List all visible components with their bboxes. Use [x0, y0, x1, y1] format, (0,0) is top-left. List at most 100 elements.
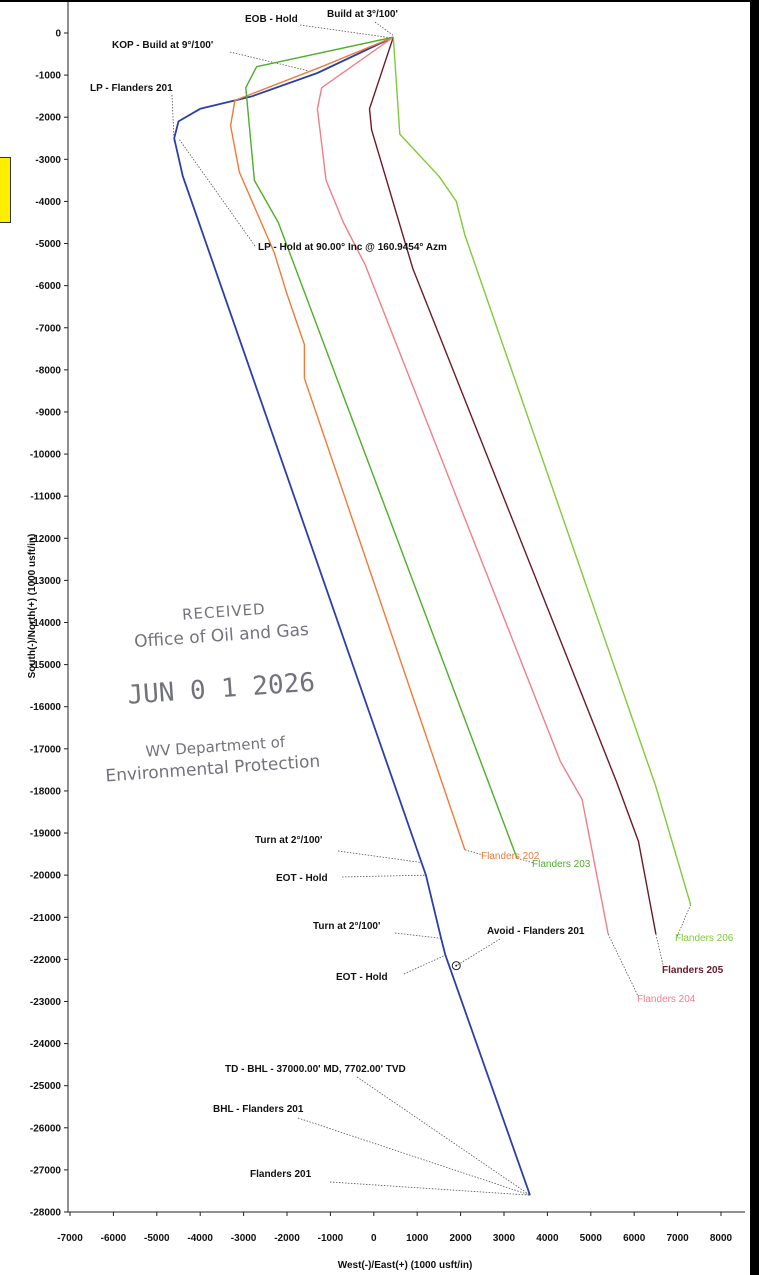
stamp-received: RECEIVED — [182, 600, 267, 624]
annotation-label: Build at 3°/100' — [327, 9, 398, 20]
x-tick-label: 8000 — [710, 1233, 733, 1244]
x-tick-label: -2000 — [274, 1233, 300, 1244]
y-tick-label: -11000 — [30, 492, 61, 503]
y-tick-label: -21000 — [30, 913, 62, 924]
series-end-label: Flanders 202 — [481, 851, 540, 862]
annotation-leader — [297, 1117, 531, 1196]
stamp-office: Office of Oil and Gas — [134, 620, 310, 652]
y-tick-label: -16000 — [30, 702, 62, 713]
annotation-label: Turn at 2°/100' — [255, 835, 322, 846]
annotation-label: Flanders 201 — [250, 1169, 312, 1180]
annotation-label: TD - BHL - 37000.00' MD, 7702.00' TVD — [225, 1064, 406, 1075]
annotation-leader — [229, 51, 309, 72]
y-tick-label: -1000 — [35, 71, 61, 82]
x-tick-label: 5000 — [580, 1233, 603, 1244]
y-tick-label: -10000 — [30, 450, 62, 461]
annotation-leader — [456, 938, 501, 967]
x-tick-label: 3000 — [493, 1233, 516, 1244]
avoid-marker-dot — [455, 964, 458, 967]
scan-border-top — [0, 0, 759, 2]
annotation-label: BHL - Flanders 201 — [213, 1104, 304, 1115]
annotation-leader — [374, 21, 394, 36]
y-tick-label: -7000 — [35, 323, 61, 334]
series-line-flanders-205 — [368, 36, 657, 935]
end-label-leader — [464, 849, 484, 856]
sticky-note-tab — [0, 157, 11, 223]
series-lines — [173, 36, 692, 1196]
annotation-leader — [329, 1181, 531, 1196]
y-tick-label: -20000 — [30, 871, 62, 882]
y-tick-label: -25000 — [30, 1081, 62, 1092]
x-tick-label: 6000 — [623, 1233, 646, 1244]
avoid-marker — [451, 961, 461, 971]
stamp-env: Environmental Protection — [105, 751, 321, 786]
received-stamp: RECEIVED Office of Oil and Gas JUN 0 1 2… — [105, 600, 321, 787]
annotation-label: EOT - Hold — [276, 873, 328, 884]
annotation-label: EOB - Hold — [245, 14, 298, 25]
annotation-leader — [171, 94, 175, 143]
y-tick-label: -18000 — [30, 786, 62, 797]
x-axis-ticks: -7000 -6000 -5000 -4000 -3000 -2000 -1000 0 1000… — [57, 1212, 733, 1244]
annotation-leaders — [171, 21, 691, 1196]
x-tick-label: 2000 — [449, 1233, 472, 1244]
annotation-label: LP - Hold at 90.00° Inc @ 160.9454° Azm — [258, 242, 447, 253]
annotation-leader — [337, 850, 422, 863]
y-tick-label: -22000 — [30, 955, 62, 966]
stamp-date: JUN 0 1 2026 — [127, 668, 316, 711]
annotation-label: LP - Flanders 201 — [90, 83, 173, 94]
annotations: EOB - Hold Build at 3°/100' KOP - Build at… — [90, 9, 585, 1180]
y-tick-label: -27000 — [30, 1165, 62, 1176]
y-tick-label: -4000 — [35, 197, 61, 208]
y-tick-label: 0 — [55, 29, 61, 40]
annotation-leader — [178, 138, 256, 247]
annotation-leader — [299, 24, 393, 39]
x-tick-label: -5000 — [144, 1233, 170, 1244]
x-tick-label: -4000 — [187, 1233, 213, 1244]
plot-frame — [67, 0, 745, 1213]
point-markers — [451, 961, 461, 971]
series-line-flanders-201 — [173, 36, 531, 1196]
y-tick-label: -12000 — [30, 534, 62, 545]
annotation-label: Avoid - Flanders 201 — [487, 926, 585, 937]
annotation-leader — [403, 954, 446, 975]
series-end-label: Flanders 204 — [637, 994, 696, 1005]
series-end-label: Flanders 206 — [675, 933, 734, 944]
y-tick-label: -17000 — [30, 744, 62, 755]
x-tick-label: -1000 — [318, 1233, 344, 1244]
end-label-leader — [607, 933, 640, 999]
y-tick-label: -14000 — [30, 618, 62, 629]
y-tick-label: -23000 — [30, 997, 62, 1008]
annotation-leader — [341, 874, 426, 878]
annotation-label: EOT - Hold — [336, 972, 388, 983]
x-tick-label: -6000 — [101, 1233, 127, 1244]
x-tick-label: -7000 — [57, 1233, 83, 1244]
series-line-flanders-204 — [316, 36, 609, 935]
y-axis-title: South(-)/North(+) (1000 usft/in) — [27, 534, 38, 679]
y-tick-label: -26000 — [30, 1123, 62, 1134]
y-tick-label: -8000 — [35, 365, 61, 376]
y-tick-label: -28000 — [30, 1208, 62, 1219]
y-tick-label: -19000 — [30, 829, 62, 840]
x-axis-title: West(-)/East(+) (1000 usft/in) — [338, 1260, 473, 1271]
y-tick-label: -9000 — [35, 407, 61, 418]
x-tick-label: 7000 — [666, 1233, 689, 1244]
y-tick-label: -13000 — [30, 576, 62, 587]
annotation-label: KOP - Build at 9°/100' — [112, 40, 213, 51]
series-end-label: Flanders 203 — [532, 859, 591, 870]
y-tick-label: -24000 — [30, 1039, 62, 1050]
y-tick-label: -2000 — [35, 113, 61, 124]
x-tick-label: 0 — [371, 1233, 377, 1244]
annotation-label: Turn at 2°/100' — [313, 921, 380, 932]
x-tick-label: 4000 — [536, 1233, 559, 1244]
y-axis-ticks: 0 -1000 -2000 -3000 -4000 -5000 -6000 -7000 -800… — [30, 29, 68, 1219]
y-tick-label: -6000 — [35, 281, 61, 292]
y-tick-label: -5000 — [35, 239, 61, 250]
y-tick-label: -3000 — [35, 155, 61, 166]
annotation-leader — [394, 932, 442, 939]
series-line-flanders-203 — [245, 36, 518, 859]
series-end-label: Flanders 205 — [662, 965, 724, 976]
scan-border-right — [750, 0, 759, 1275]
end-label-leader — [655, 934, 665, 970]
